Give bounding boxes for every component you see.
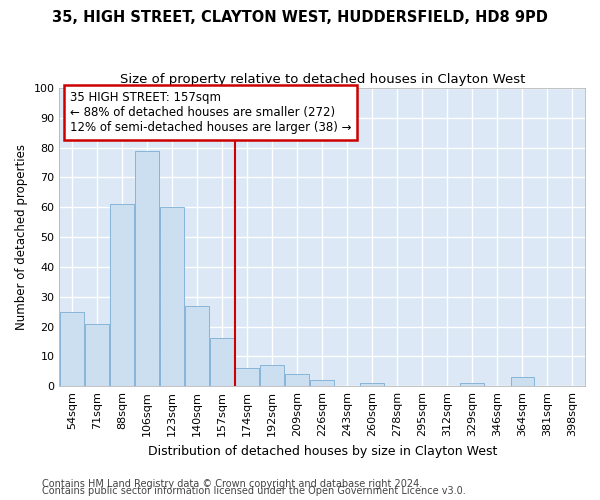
Text: Contains HM Land Registry data © Crown copyright and database right 2024.: Contains HM Land Registry data © Crown c… bbox=[42, 479, 422, 489]
Bar bbox=[460, 383, 484, 386]
Bar bbox=[110, 204, 134, 386]
X-axis label: Distribution of detached houses by size in Clayton West: Distribution of detached houses by size … bbox=[148, 444, 497, 458]
Text: Contains public sector information licensed under the Open Government Licence v3: Contains public sector information licen… bbox=[42, 486, 466, 496]
Bar bbox=[260, 366, 284, 386]
Bar bbox=[285, 374, 309, 386]
Text: 35, HIGH STREET, CLAYTON WEST, HUDDERSFIELD, HD8 9PD: 35, HIGH STREET, CLAYTON WEST, HUDDERSFI… bbox=[52, 10, 548, 25]
Bar bbox=[185, 306, 209, 386]
Y-axis label: Number of detached properties: Number of detached properties bbox=[15, 144, 28, 330]
Title: Size of property relative to detached houses in Clayton West: Size of property relative to detached ho… bbox=[119, 72, 525, 86]
Bar bbox=[361, 383, 384, 386]
Bar bbox=[235, 368, 259, 386]
Bar bbox=[85, 324, 109, 386]
Bar bbox=[60, 312, 84, 386]
Bar bbox=[310, 380, 334, 386]
Bar bbox=[135, 150, 159, 386]
Text: 35 HIGH STREET: 157sqm
← 88% of detached houses are smaller (272)
12% of semi-de: 35 HIGH STREET: 157sqm ← 88% of detached… bbox=[70, 91, 352, 134]
Bar bbox=[511, 377, 535, 386]
Bar bbox=[160, 208, 184, 386]
Bar bbox=[210, 338, 234, 386]
